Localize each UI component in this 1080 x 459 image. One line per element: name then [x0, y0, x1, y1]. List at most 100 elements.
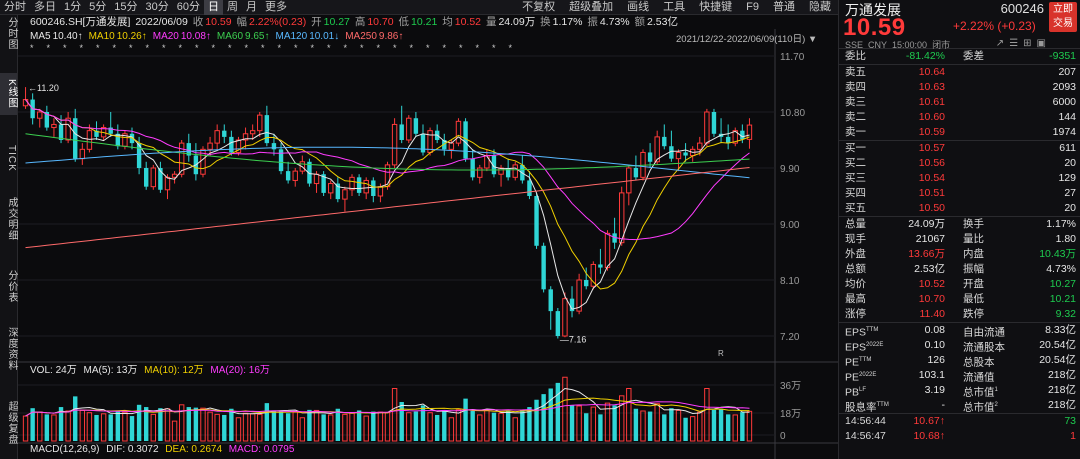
- candle-body: [292, 170, 298, 181]
- fund-label-sup: TTM: [859, 357, 872, 363]
- volume-bar: [73, 396, 78, 441]
- event-star: *: [63, 43, 67, 53]
- stat-value-2: 9.32: [1055, 308, 1076, 320]
- sidebar-tab-1[interactable]: K线图: [0, 73, 17, 115]
- trend-icon[interactable]: ↗: [995, 38, 1005, 49]
- stat-value-2: 10.43万: [1039, 248, 1076, 260]
- fund-label-sup: LF: [859, 387, 867, 393]
- event-star: *: [294, 43, 298, 53]
- stat-label: 均价: [845, 278, 866, 290]
- tab-7[interactable]: 日: [204, 0, 223, 15]
- book-price[interactable]: 10.63: [918, 81, 945, 93]
- book-price[interactable]: 10.57: [918, 142, 945, 154]
- volume-bar: [51, 414, 57, 442]
- tab-5[interactable]: 30分: [145, 0, 169, 13]
- sidebar-tab-6[interactable]: 超级复盘: [6, 401, 17, 445]
- book-price[interactable]: 10.60: [918, 111, 945, 123]
- candle-body: [746, 124, 753, 140]
- candle-body: [470, 158, 475, 178]
- volume-bar: [470, 411, 475, 441]
- fund-label-2-sup: 2: [994, 402, 998, 408]
- stat-value: 24.09万: [908, 218, 945, 230]
- toolbar-right-3[interactable]: 工具: [663, 1, 686, 13]
- tick-list: 14:56:44 10.67↑ 73 14:56:47 10.68↑ 1: [839, 413, 1080, 444]
- tab-1[interactable]: 多日: [34, 0, 56, 13]
- event-star: *: [443, 43, 447, 53]
- event-star: *: [129, 43, 133, 53]
- ma-legend-item: MA10 10.26↑: [89, 31, 147, 42]
- tab-10[interactable]: 更多: [265, 0, 287, 13]
- stat-label-2: 量比: [963, 233, 984, 245]
- sidebar-tab-4[interactable]: 分价表: [6, 269, 17, 303]
- volume-bar: [193, 407, 199, 441]
- sidebar-tab-2[interactable]: TICK: [6, 144, 17, 172]
- tab-3[interactable]: 5分: [89, 0, 107, 13]
- vol-ma10-line: [25, 397, 750, 417]
- status-item: 15:00:00: [892, 40, 928, 50]
- book-price[interactable]: 10.61: [918, 96, 945, 108]
- book-price[interactable]: 10.56: [918, 157, 945, 169]
- volume-bar: [662, 414, 667, 441]
- y-tick-label: 7.20: [780, 332, 800, 343]
- candle-body: [548, 289, 553, 312]
- candle-body: [576, 279, 582, 312]
- fund-label-text: PE: [845, 356, 860, 369]
- sidebar-tab-3[interactable]: 成交明细: [6, 197, 17, 241]
- tab-9[interactable]: 月: [246, 0, 257, 13]
- tick-qty: 1: [1070, 430, 1076, 442]
- toolbar-right-4[interactable]: 快捷键: [699, 1, 733, 13]
- tick-price-value: 10.67: [913, 415, 940, 427]
- date-range-label[interactable]: 2021/12/22-2022/06/09(110日) ▼: [676, 31, 817, 45]
- stat-row: 最高 10.70 最低 10.21: [839, 292, 1080, 307]
- low-label: 低: [398, 16, 410, 28]
- weibi-row: 委比 -81.42% 委差 -9351: [839, 49, 1080, 64]
- toolbar-right-1[interactable]: 超级叠加: [569, 1, 614, 13]
- volume-bar: [313, 409, 320, 442]
- up-arrow-icon: ↑: [939, 430, 945, 442]
- toolbar-right-2[interactable]: 画线: [627, 1, 650, 13]
- sidebar-tab-0[interactable]: 分时图: [6, 16, 17, 50]
- stat-label-2: 最低: [963, 293, 984, 305]
- toolbar-right-5[interactable]: F9: [746, 1, 759, 13]
- ma-value: 10.40↑: [52, 31, 83, 42]
- kline-chart[interactable]: * * * * * * * * * * * * * * * * * * * * * * * * * * * * * * 11.70 10.80…: [18, 29, 838, 459]
- close-value: 10.59: [205, 16, 232, 28]
- avg-value: 10.52: [454, 16, 482, 28]
- volume-bar: [115, 411, 121, 441]
- vol-label: 量: [485, 16, 497, 28]
- tab-2[interactable]: 1分: [64, 0, 82, 13]
- volume-bar: [746, 410, 753, 442]
- book-price[interactable]: 10.50: [918, 202, 945, 214]
- tab-4[interactable]: 15分: [114, 0, 138, 13]
- fund-label-2: 总市值2: [963, 398, 998, 416]
- panel-icon[interactable]: ▣: [1036, 38, 1046, 49]
- grid-icon[interactable]: ⊞: [1023, 38, 1032, 49]
- event-star: *: [195, 43, 199, 53]
- book-price[interactable]: 10.64: [918, 66, 945, 78]
- tab-8[interactable]: 周: [227, 0, 238, 13]
- toolbar-right-6[interactable]: 普通: [773, 1, 795, 13]
- sidebar-tab-5[interactable]: 深度资料: [6, 327, 17, 371]
- tab-0[interactable]: 分时: [4, 0, 26, 13]
- volume-bar: [463, 398, 468, 441]
- toolbar-right-7[interactable]: 隐藏: [809, 1, 831, 13]
- volume-bar: [406, 412, 412, 442]
- trade-button[interactable]: 立即交易: [1049, 2, 1077, 32]
- toolbar-right-0[interactable]: 不复权: [522, 1, 556, 13]
- book-price[interactable]: 10.59: [918, 126, 945, 138]
- vol-legend-ma5: MA(5): 13万: [83, 365, 138, 376]
- volume-bar: [94, 414, 99, 441]
- menu-icon[interactable]: ☰: [1009, 38, 1019, 49]
- book-label: 买二: [845, 157, 866, 169]
- book-price[interactable]: 10.54: [918, 172, 945, 184]
- candle-body: [598, 264, 603, 268]
- candle-body: [377, 186, 384, 197]
- fund-value-2: 20.54亿: [1039, 339, 1076, 351]
- volume-bar: [576, 405, 582, 442]
- fund-label-2: 流通值: [963, 368, 995, 386]
- book-qty: 20: [1064, 157, 1076, 169]
- candle-body: [448, 142, 455, 150]
- tab-6[interactable]: 60分: [176, 0, 200, 13]
- book-price[interactable]: 10.51: [918, 187, 945, 199]
- volume-bar: [150, 413, 156, 442]
